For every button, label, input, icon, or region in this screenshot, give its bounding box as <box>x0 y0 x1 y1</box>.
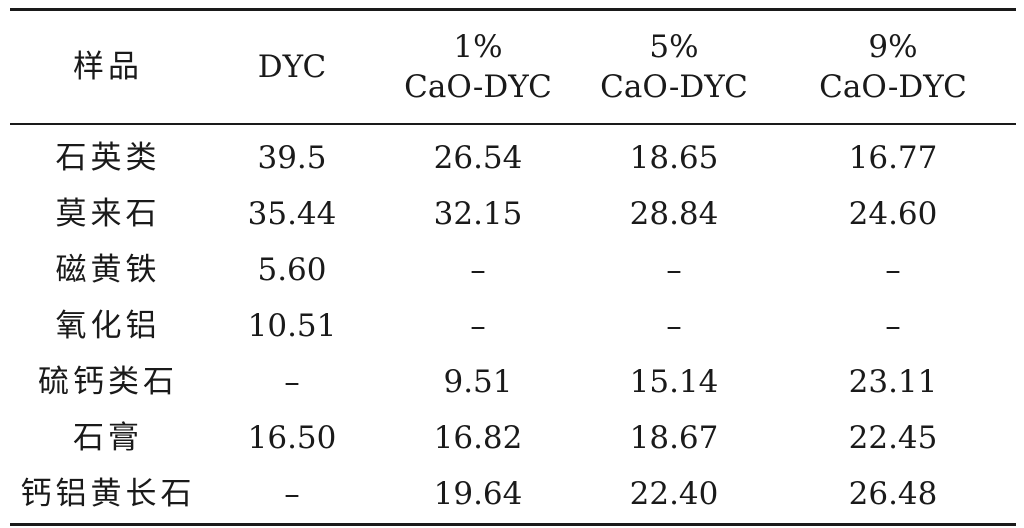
cell-cao-5: – <box>666 308 682 344</box>
cell-dyc: – <box>284 476 300 512</box>
cell-cao-9: – <box>885 252 901 288</box>
cell-cao-5: 18.67 <box>629 420 719 456</box>
header-cao-5-percent: 5% <box>649 29 699 65</box>
cell-cao-9: 16.77 <box>848 140 938 176</box>
cell-cao-1: – <box>470 252 486 288</box>
header-cao-5-label: CaO-DYC <box>600 69 748 105</box>
cell-dyc: 35.44 <box>247 196 337 232</box>
cell-cao-1: 26.54 <box>433 140 523 176</box>
header-cao-1-percent: 1% <box>453 29 503 65</box>
cell-cao-9: – <box>885 308 901 344</box>
header-cao-9-percent: 9% <box>868 29 918 65</box>
table-row: 石膏 16.50 16.82 18.67 22.45 <box>10 410 1016 466</box>
cell-cao-1: 19.64 <box>433 476 523 512</box>
cell-cao-5: 18.65 <box>629 140 719 176</box>
cell-cao-9: 24.60 <box>848 196 938 232</box>
data-table: 样品 DYC 1% CaO-DYC 5% CaO-DYC 9% CaO-DYC … <box>10 8 1016 526</box>
cell-cao-1: 32.15 <box>433 196 523 232</box>
row-sample-name: 磁黄铁 <box>55 252 161 288</box>
table-row: 石英类 39.5 26.54 18.65 16.77 <box>10 130 1016 186</box>
row-sample-name: 钙铝黄长石 <box>20 476 196 512</box>
cell-cao-5: 15.14 <box>629 364 719 400</box>
cell-cao-5: – <box>666 252 682 288</box>
cell-dyc: 5.60 <box>257 252 327 288</box>
table-row: 莫来石 35.44 32.15 28.84 24.60 <box>10 186 1016 242</box>
table-row: 磁黄铁 5.60 – – – <box>10 242 1016 298</box>
cell-cao-1: 9.51 <box>443 364 513 400</box>
table-header-row: 样品 DYC 1% CaO-DYC 5% CaO-DYC 9% CaO-DYC <box>10 11 1016 125</box>
row-sample-name: 硫钙类石 <box>38 364 178 400</box>
row-sample-name: 石膏 <box>73 420 143 456</box>
cell-cao-1: 16.82 <box>433 420 523 456</box>
cell-cao-5: 22.40 <box>629 476 719 512</box>
header-cao-5: 5% CaO-DYC <box>578 11 770 123</box>
header-cao-1-label: CaO-DYC <box>404 69 552 105</box>
row-sample-name: 氧化铝 <box>55 308 161 344</box>
header-dyc: DYC <box>257 49 327 85</box>
cell-cao-9: 26.48 <box>848 476 938 512</box>
header-sample: 样品 <box>73 49 143 85</box>
cell-cao-9: 22.45 <box>848 420 938 456</box>
table-row: 氧化铝 10.51 – – – <box>10 298 1016 354</box>
table-row: 硫钙类石 – 9.51 15.14 23.11 <box>10 354 1016 410</box>
cell-cao-9: 23.11 <box>848 364 938 400</box>
header-cao-9-label: CaO-DYC <box>819 69 967 105</box>
cell-cao-5: 28.84 <box>629 196 719 232</box>
cell-dyc: 16.50 <box>247 420 337 456</box>
cell-dyc: – <box>284 364 300 400</box>
header-cao-1: 1% CaO-DYC <box>378 11 578 123</box>
cell-cao-1: – <box>470 308 486 344</box>
cell-dyc: 39.5 <box>257 140 327 176</box>
cell-dyc: 10.51 <box>247 308 337 344</box>
row-sample-name: 莫来石 <box>55 196 161 232</box>
header-cao-9: 9% CaO-DYC <box>770 11 1016 123</box>
table-row: 钙铝黄长石 – 19.64 22.40 26.48 <box>10 466 1016 522</box>
row-sample-name: 石英类 <box>55 140 161 176</box>
